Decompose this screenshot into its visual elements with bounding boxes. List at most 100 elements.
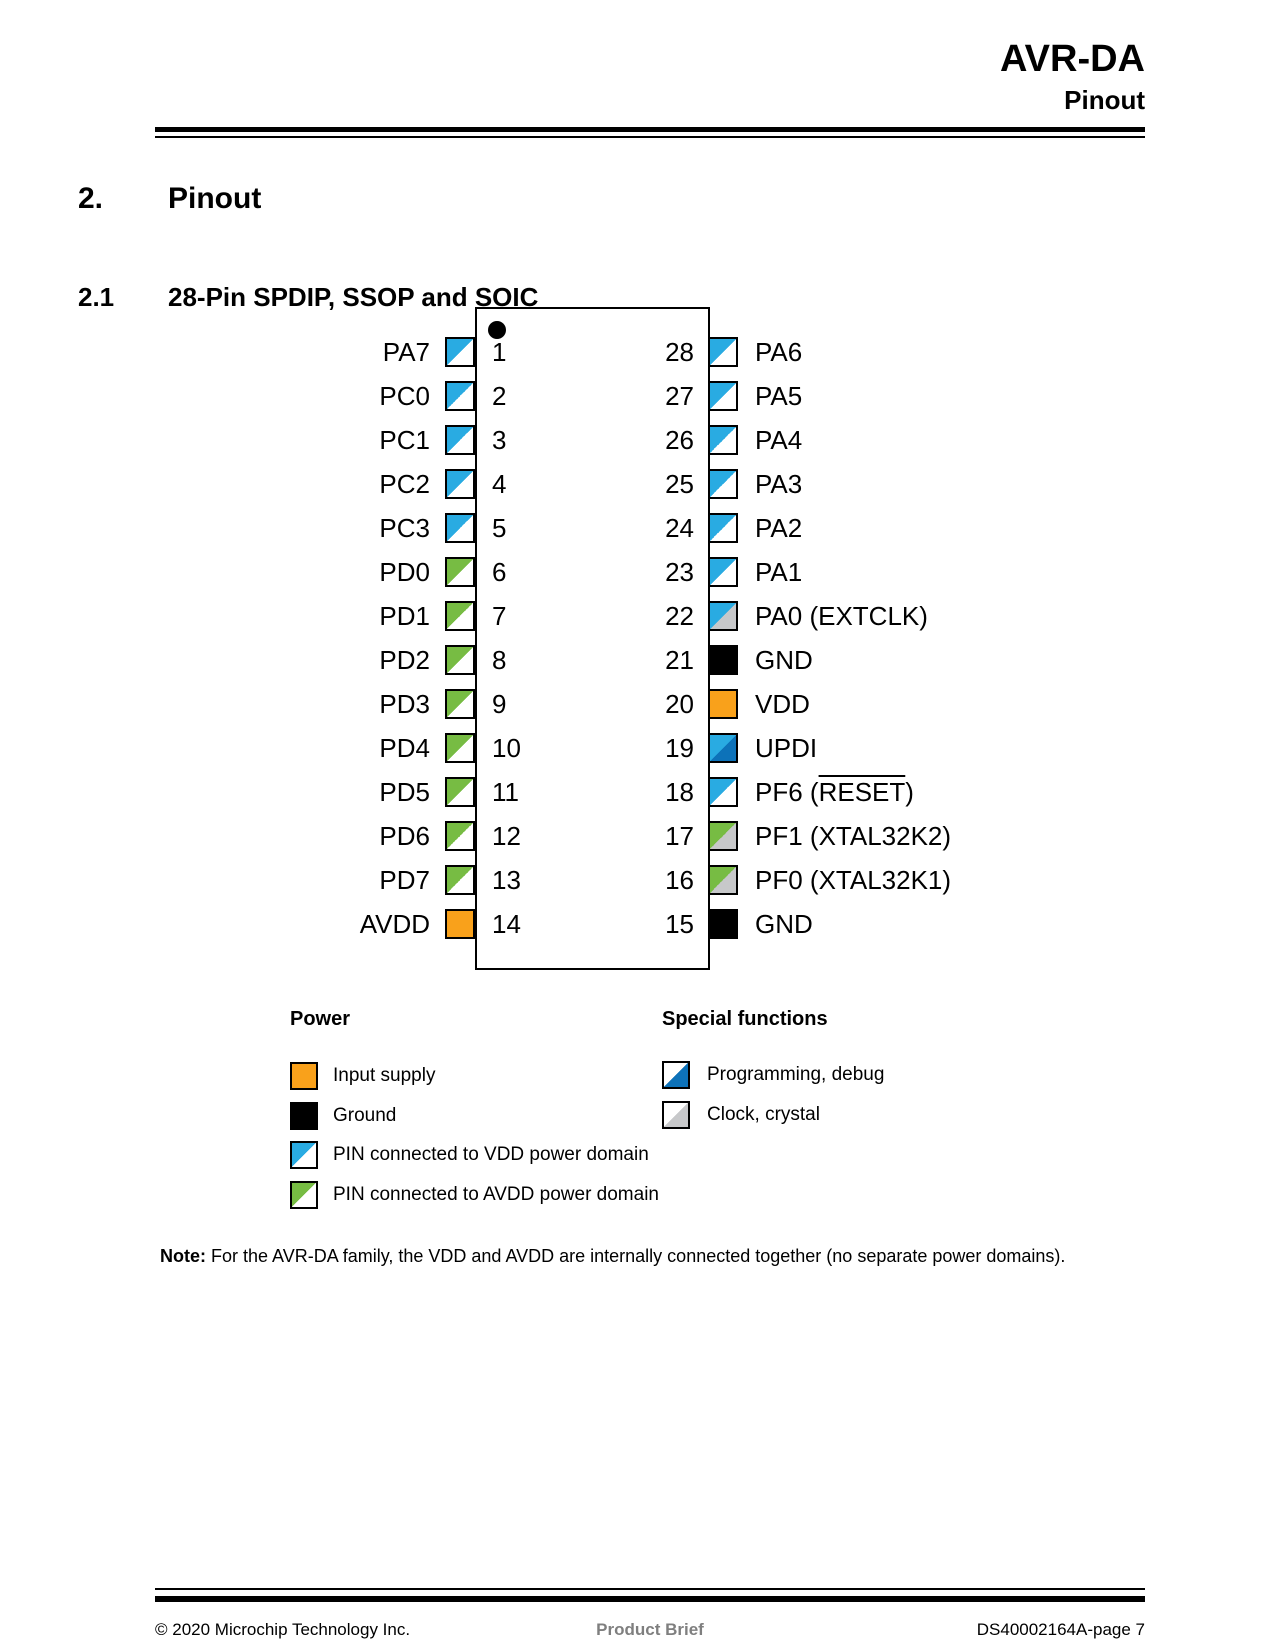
pin-box [445, 821, 475, 851]
pin-label: PA1 [755, 557, 802, 587]
footer-page-number: DS40002164A-page 7 [976, 1620, 1145, 1639]
pin-box [445, 909, 475, 939]
pin-number: 3 [492, 425, 507, 455]
pin-box [708, 645, 738, 675]
pin-number: 14 [492, 909, 521, 939]
pin-label: AVDD [360, 909, 430, 939]
pin-number: 27 [665, 381, 694, 411]
note-text: For the AVR-DA family, the VDD and AVDD … [206, 1246, 1066, 1266]
pin-label-text: PD0 [379, 557, 430, 587]
pin-label: PD6 [379, 821, 430, 851]
pin-box [445, 381, 475, 411]
pin-number: 12 [492, 821, 521, 851]
pin-number: 10 [492, 733, 521, 763]
pin-number: 24 [665, 513, 694, 543]
pin-label-text: PD1 [379, 601, 430, 631]
pin-label-text: PC3 [379, 513, 430, 543]
pin-number: 23 [665, 557, 694, 587]
pin-label-text: PD6 [379, 821, 430, 851]
pin-label: GND [755, 909, 813, 939]
footer-rule-thin [155, 1588, 1145, 1590]
pin-number: 15 [665, 909, 694, 939]
pin-label-text: GND [755, 645, 813, 675]
pin-label: PF1 (XTAL32K2) [755, 821, 951, 851]
note: Note: For the AVR-DA family, the VDD and… [160, 1246, 1065, 1267]
pin-box [708, 469, 738, 499]
pin-box [445, 469, 475, 499]
pin-label: UPDI [755, 733, 817, 763]
pin-label: PD5 [379, 777, 430, 807]
pin-box [708, 513, 738, 543]
pin-label-text: PC2 [379, 469, 430, 499]
pin-label: PA6 [755, 337, 802, 367]
doc-title: AVR-DA [1000, 38, 1145, 80]
legend-swatch-vdd [290, 1141, 318, 1169]
pin-box [708, 557, 738, 587]
pin-number: 9 [492, 689, 507, 719]
pin-number: 11 [492, 777, 519, 807]
pin-label-text: VDD [755, 689, 810, 719]
pin-label: PD3 [379, 689, 430, 719]
legend-swatch-avdd [290, 1181, 318, 1209]
pin-label: PC3 [379, 513, 430, 543]
legend-label: Input supply [333, 1065, 436, 1086]
pin-box [445, 689, 475, 719]
pin-label-text: PA1 [755, 557, 803, 587]
pin-box [708, 909, 738, 939]
pin-label: PA7 [383, 337, 430, 367]
pin-box [445, 777, 475, 807]
pin-number: 21 [665, 645, 694, 675]
pin-label: PC2 [379, 469, 430, 499]
pin-number: 13 [492, 865, 521, 895]
pin-label-text: AVDD [359, 909, 430, 939]
pin-number: 22 [665, 601, 694, 631]
legend-label: PIN connected to AVDD power domain [333, 1184, 659, 1205]
pin-label-overline: RESET [818, 777, 906, 807]
pin-label-text: PD4 [379, 733, 430, 763]
pin-label-text: PD3 [379, 689, 430, 719]
pin-box [445, 645, 475, 675]
pin-box [445, 601, 475, 631]
pin-label: PD4 [379, 733, 430, 763]
pin-box [708, 689, 738, 719]
chip-body [475, 307, 710, 970]
pin-number: 19 [665, 733, 694, 763]
pin-label: PA3 [755, 469, 802, 499]
pin-number: 6 [492, 557, 507, 587]
pin-number: 16 [665, 865, 694, 895]
pin-label: PD7 [379, 865, 430, 895]
pin-label-text: PF6 ( [755, 777, 819, 807]
pin-label: PC0 [379, 381, 430, 411]
pin-label-text: UPDI [755, 733, 818, 763]
pin-label-text: PA3 [755, 469, 803, 499]
pin-label-text: PA7 [382, 337, 430, 367]
pin-number: 20 [665, 689, 694, 719]
legend-swatch-ground [290, 1102, 318, 1130]
pin-number: 8 [492, 645, 507, 675]
legend-label: Ground [333, 1105, 397, 1126]
pin-label: PA4 [755, 425, 802, 455]
pin-label: PA0 (EXTCLK) [755, 601, 928, 631]
pin-box [445, 733, 475, 763]
doc-subtitle: Pinout [1064, 85, 1145, 115]
pin-number: 2 [492, 381, 507, 411]
footer-rule-thick [155, 1596, 1145, 1602]
pin-box [708, 425, 738, 455]
pin-label-text: PA4 [755, 425, 803, 455]
legend-power-title: Power [290, 1008, 351, 1030]
pin-number: 26 [665, 425, 694, 455]
header-rule-thin [155, 136, 1145, 138]
pin-box [445, 337, 475, 367]
pin-label-text: PD2 [379, 645, 430, 675]
pin-box [445, 425, 475, 455]
pin-label: PF0 (XTAL32K1) [755, 865, 951, 895]
pin-label: PD2 [379, 645, 430, 675]
pin-number: 7 [492, 601, 507, 631]
pin-label: VDD [755, 689, 810, 719]
pin-number: 4 [492, 469, 507, 499]
legend-label: Clock, crystal [707, 1104, 820, 1125]
pin-box [708, 777, 738, 807]
pin-label-text: PF0 (XTAL32K1) [755, 865, 952, 895]
legend-label: PIN connected to VDD power domain [333, 1144, 649, 1165]
